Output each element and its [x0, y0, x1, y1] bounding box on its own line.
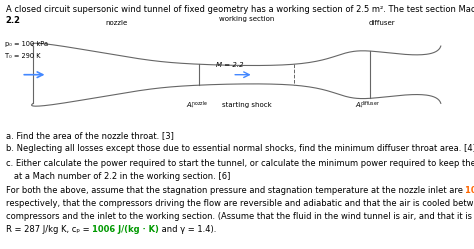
Text: compressors and the inlet to the working section. (Assume that the fluid in the : compressors and the inlet to the working…: [6, 212, 474, 221]
Text: a. Find the area of the nozzle throat. [3]: a. Find the area of the nozzle throat. […: [6, 131, 173, 140]
Text: and γ = 1.4).: and γ = 1.4).: [159, 225, 216, 234]
Text: A closed circuit supersonic wind tunnel of fixed geometry has a working section : A closed circuit supersonic wind tunnel …: [6, 5, 474, 14]
Text: at a Mach number of 2.2 in the working section. [6]: at a Mach number of 2.2 in the working s…: [6, 172, 230, 181]
Text: b. Neglecting all losses except those due to essential normal shocks, find the m: b. Neglecting all losses except those du…: [6, 144, 474, 153]
Text: 100 kPa: 100 kPa: [465, 186, 474, 195]
Text: 1006 J/(kg · K): 1006 J/(kg · K): [92, 225, 159, 234]
Text: c. Either calculate the power required to start the tunnel, or calculate the min: c. Either calculate the power required t…: [6, 159, 474, 168]
Text: For both the above, assume that the stagnation pressure and stagnation temperatu: For both the above, assume that the stag…: [6, 186, 465, 195]
Text: $A^{\rm nozzle}_{*}$: $A^{\rm nozzle}_{*}$: [186, 100, 208, 110]
Text: R = 287 J/kg K, cₚ =: R = 287 J/kg K, cₚ =: [6, 225, 92, 234]
Text: $A^{\rm diffuser}_{*}$: $A^{\rm diffuser}_{*}$: [355, 100, 380, 110]
Text: respectively, that the compressors driving the flow are reversible and adiabatic: respectively, that the compressors drivi…: [6, 199, 474, 208]
Text: starting shock: starting shock: [222, 102, 271, 108]
Text: T₀ = 290 K: T₀ = 290 K: [5, 53, 40, 59]
Text: diffuser: diffuser: [368, 20, 395, 26]
Text: nozzle: nozzle: [105, 20, 127, 26]
Text: 2.2: 2.2: [6, 16, 21, 25]
Text: M = 2.2: M = 2.2: [216, 62, 243, 68]
Text: p₀ = 100 kPa: p₀ = 100 kPa: [5, 41, 48, 47]
Text: working section: working section: [219, 16, 274, 22]
